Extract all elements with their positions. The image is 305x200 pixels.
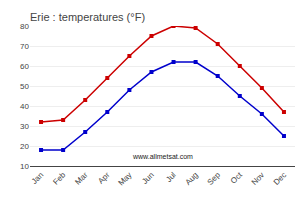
svg-text:Jul: Jul <box>164 170 178 184</box>
svg-text:Aug: Aug <box>183 170 199 186</box>
svg-text:Jan: Jan <box>30 170 45 185</box>
svg-text:Jun: Jun <box>140 170 155 185</box>
svg-text:www.allmetsat.com: www.allmetsat.com <box>132 153 193 160</box>
svg-text:60: 60 <box>20 62 29 71</box>
svg-text:Apr: Apr <box>96 170 111 185</box>
svg-text:Sep: Sep <box>206 170 223 187</box>
svg-text:80: 80 <box>20 22 29 31</box>
svg-text:Nov: Nov <box>250 170 266 186</box>
svg-text:20: 20 <box>20 142 29 151</box>
svg-text:10: 10 <box>20 162 29 171</box>
svg-text:40: 40 <box>20 102 29 111</box>
svg-text:Oct: Oct <box>229 170 245 186</box>
svg-text:Erie : temperatures (°F): Erie : temperatures (°F) <box>30 11 145 23</box>
svg-text:30: 30 <box>20 122 29 131</box>
svg-text:Feb: Feb <box>51 170 68 187</box>
svg-text:Dec: Dec <box>272 170 288 186</box>
svg-text:50: 50 <box>20 82 29 91</box>
svg-text:70: 70 <box>20 42 29 51</box>
svg-text:May: May <box>117 170 134 187</box>
svg-text:Mar: Mar <box>73 170 89 186</box>
